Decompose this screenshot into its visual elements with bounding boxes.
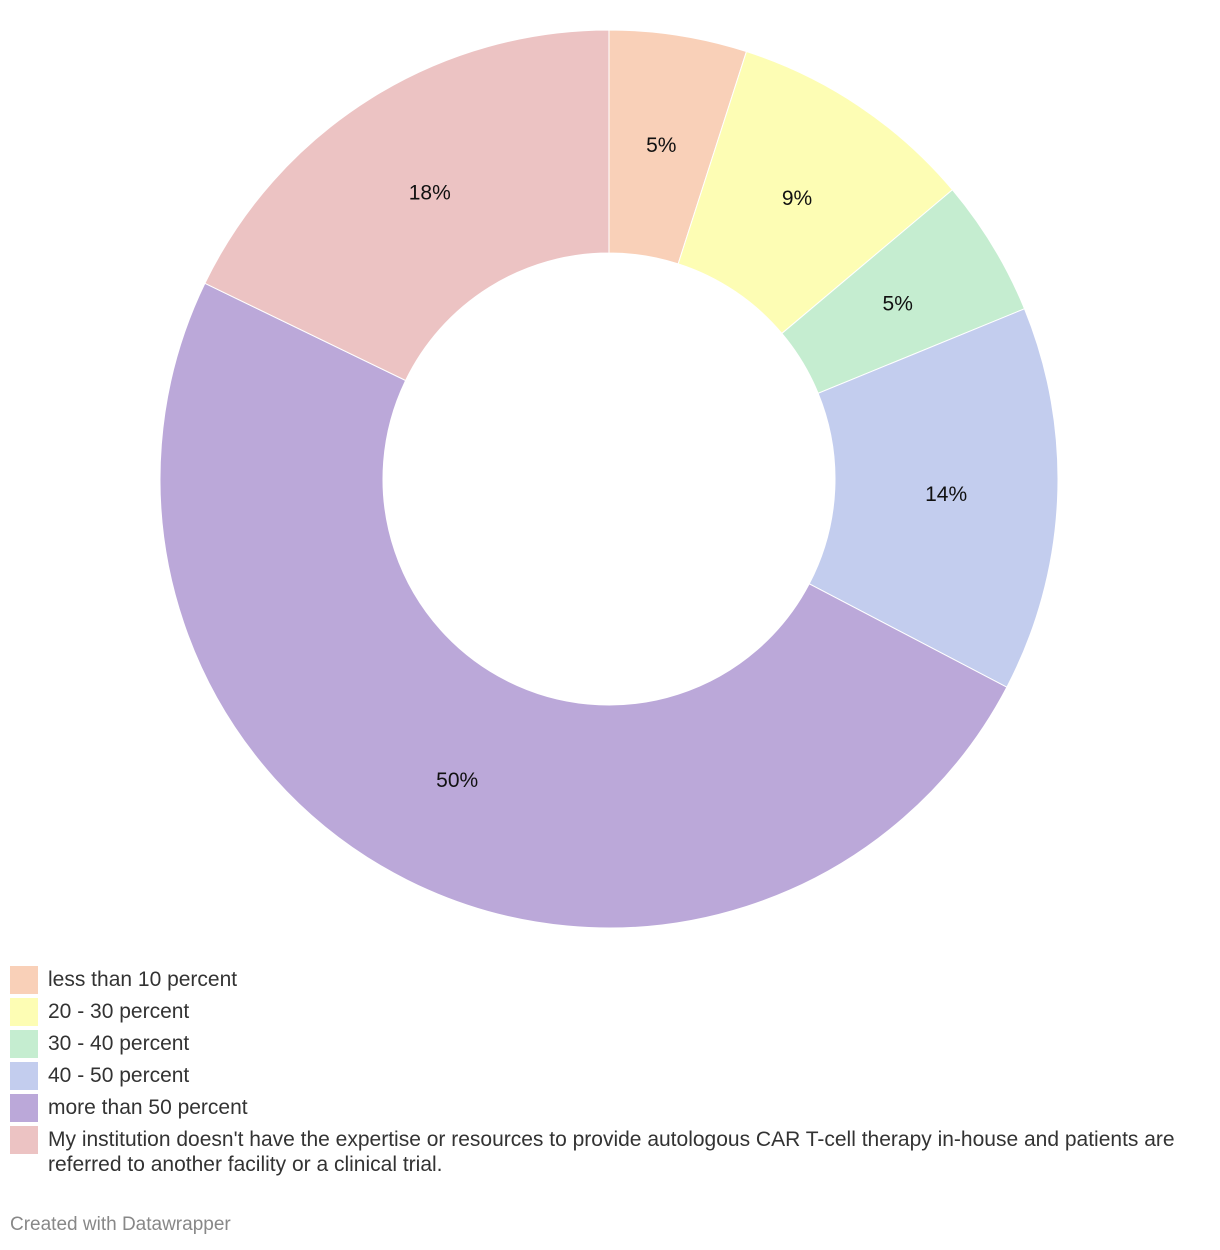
donut-slice xyxy=(204,29,610,382)
slice-value-label: 18% xyxy=(409,182,451,205)
legend-label: less than 10 percent xyxy=(48,968,238,991)
slices-group xyxy=(159,29,1059,929)
slice-value-label: 5% xyxy=(883,293,913,316)
legend: less than 10 percent 20 - 30 percent 30 - … xyxy=(10,966,1210,1181)
donut-slice xyxy=(808,308,1059,688)
legend-label: more than 50 percent xyxy=(48,1096,248,1119)
slice-value-label: 5% xyxy=(646,134,676,157)
legend-item: less than 10 percent xyxy=(10,966,1210,994)
slice-value-label: 50% xyxy=(436,769,478,792)
slice-value-label: 9% xyxy=(782,187,812,210)
legend-item: 40 - 50 percent xyxy=(10,1062,1210,1090)
slice-value-label: 14% xyxy=(925,483,967,506)
legend-swatch xyxy=(10,1062,38,1090)
slice-labels-group: 5% 9% 5% 14% 50% 18% xyxy=(409,134,967,792)
legend-swatch xyxy=(10,998,38,1026)
legend-swatch xyxy=(10,1126,38,1154)
legend-label: 30 - 40 percent xyxy=(48,1032,190,1055)
legend-swatch xyxy=(10,1094,38,1122)
donut-slice xyxy=(159,282,1008,929)
donut-chart-svg: 5% 9% 5% 14% 50% 18% xyxy=(159,29,1059,929)
legend-item: My institution doesn't have the expertis… xyxy=(10,1126,1210,1177)
datawrapper-credit: Created with Datawrapper xyxy=(10,1214,231,1235)
legend-swatch xyxy=(10,1030,38,1058)
legend-label: My institution doesn't have the expertis… xyxy=(48,1128,1175,1176)
legend-label: 20 - 30 percent xyxy=(48,1000,190,1023)
legend-label: 40 - 50 percent xyxy=(48,1064,190,1087)
legend-item: 30 - 40 percent xyxy=(10,1030,1210,1058)
legend-swatch xyxy=(10,966,38,994)
donut-chart: 5% 9% 5% 14% 50% 18% xyxy=(159,29,1059,929)
legend-item: 20 - 30 percent xyxy=(10,998,1210,1026)
legend-item: more than 50 percent xyxy=(10,1094,1210,1122)
